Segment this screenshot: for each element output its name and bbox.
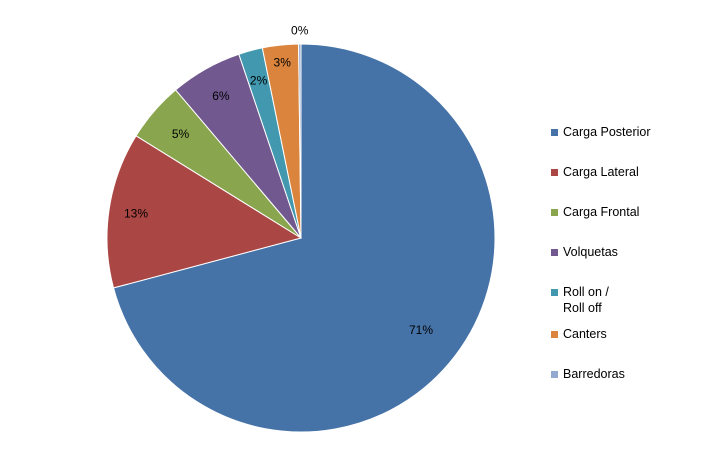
legend-swatch [551,129,558,136]
data-label-carga-lateral: 13% [124,207,148,221]
data-label-carga-posterior: 71% [409,323,433,337]
data-label-roll-on-roll-off: 2% [250,74,268,88]
legend-label: Carga Frontal [563,205,640,219]
legend-label: Carga Lateral [563,165,639,179]
pie-slice-carga-lateral [106,135,303,289]
legend-label: Volquetas [563,245,618,259]
legend-swatch [551,249,558,256]
legend-label: Carga Posterior [563,125,651,139]
legend-swatch [551,289,558,296]
legend-item-carga-lateral: Carga Lateral [551,164,639,180]
pie-slice-barredoras [298,43,302,239]
legend-label: Canters [563,327,607,341]
legend-label: Barredoras [563,367,625,381]
legend-item-volquetas: Volquetas [551,244,618,260]
data-label-barredoras: 0% [291,23,309,37]
legend-item-barredoras: Barredoras [551,366,625,382]
legend-swatch [551,169,558,176]
legend-label: Roll on / Roll off [563,285,609,315]
legend-item-roll-on-roll-off: Roll on / Roll off [551,284,609,316]
data-label-canters: 3% [274,56,292,70]
data-label-carga-frontal: 5% [172,127,190,141]
pie-slice-carga-posterior [112,43,496,433]
legend-swatch [551,209,558,216]
legend-swatch [551,371,558,378]
legend-item-canters: Canters [551,326,607,342]
data-label-volquetas: 6% [212,89,230,103]
legend-item-carga-posterior: Carga Posterior [551,124,651,140]
pie-slices [106,43,496,433]
legend-swatch [551,331,558,338]
legend-item-carga-frontal: Carga Frontal [551,204,639,220]
pie-data-labels: 71% 13% 5% 6% 2% 3% 0% [124,23,433,337]
